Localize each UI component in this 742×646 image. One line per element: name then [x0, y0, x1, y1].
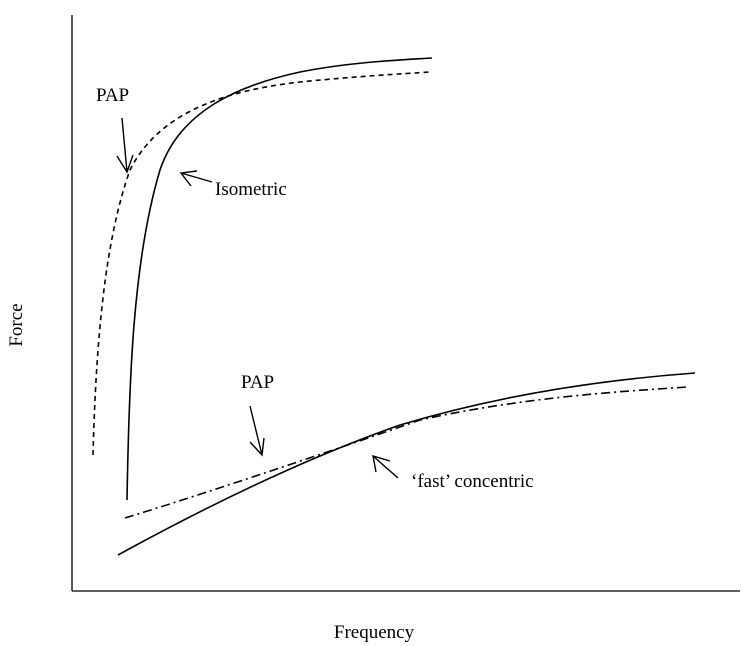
fast-concentric-curve	[117, 372, 696, 556]
x-axis-label: Frequency	[334, 622, 415, 643]
annotation: PAP	[241, 372, 274, 393]
pap-isometric-curve	[92, 71, 431, 456]
annotation: ‘fast’ concentric	[411, 471, 534, 492]
annotation: PAP	[96, 85, 129, 106]
arrow	[116, 117, 399, 479]
y-axis-label: Force	[6, 303, 27, 346]
pap-concentric-curve	[124, 386, 689, 519]
annotation: Isometric	[215, 179, 287, 200]
isometric-curve	[126, 57, 433, 501]
